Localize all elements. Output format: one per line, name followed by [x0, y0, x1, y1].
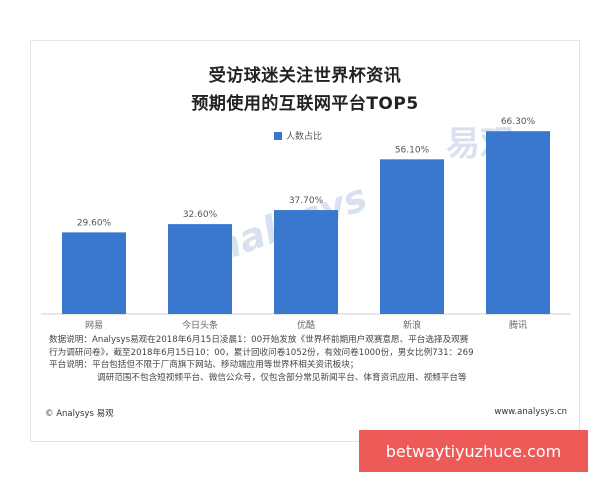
website-link[interactable]: www.analysys.cn	[494, 407, 567, 417]
bar-0	[62, 232, 126, 314]
x-tick-label-0: 网易	[85, 320, 103, 331]
chart-title-line-2: 预期使用的互联网平台TOP5	[191, 94, 419, 114]
bar-2	[274, 210, 338, 314]
chart-title-line-1: 受访球迷关注世界杯资讯	[208, 66, 402, 86]
bar-value-label-0: 29.60%	[77, 218, 112, 228]
note-line-1: 数据说明：Analysys易观在2018年6月15日凌晨1：00开始发放《世界杯…	[49, 335, 469, 345]
legend-label: 人数占比	[286, 132, 323, 142]
x-tick-label-2: 优酷	[297, 319, 315, 331]
note-line-4: 调研范围不包含短视频平台、微信公众号，仅包含部分常见新闻平台、体育资讯应用、视频…	[97, 372, 467, 383]
copyright-text: © Analysys 易观	[45, 409, 114, 419]
chart-legend: 人数占比	[274, 129, 322, 142]
bar-value-label-2: 37.70%	[289, 196, 324, 206]
bar-3	[380, 159, 444, 314]
x-tick-label-4: 腾讯	[509, 319, 527, 331]
bar-value-label-3: 56.10%	[395, 145, 430, 155]
bar-4	[486, 131, 550, 314]
x-tick-label-1: 今日头条	[182, 319, 218, 331]
note-line-3: 平台说明：平台包括但不限于厂商旗下网站、移动端应用等世界杯相关资讯板块；	[49, 360, 359, 370]
note-line-2: 行为调研问卷》，截至2018年6月15日10：00，累计回收问卷1052份，有效…	[49, 347, 474, 358]
chart-card: 受访球迷关注世界杯资讯 预期使用的互联网平台TOP5 Analysys 易观 人…	[30, 40, 580, 442]
x-tick-label-3: 新浪	[403, 319, 421, 331]
site-banner[interactable]: betwaytiyuzhuce.com	[359, 430, 588, 472]
bar-value-label-1: 32.60%	[183, 210, 218, 220]
bar-1	[168, 224, 232, 314]
bar-chart: 29.60% 网易 32.60% 今日头条 37.70% 优酷 56.10% 新浪 66.30%…	[41, 117, 571, 331]
notes-block: 数据说明：Analysys易观在2018年6月15日凌晨1：00开始发放《世界杯…	[49, 334, 569, 384]
bar-value-label-4: 66.30%	[501, 117, 536, 127]
legend-swatch	[274, 131, 282, 140]
